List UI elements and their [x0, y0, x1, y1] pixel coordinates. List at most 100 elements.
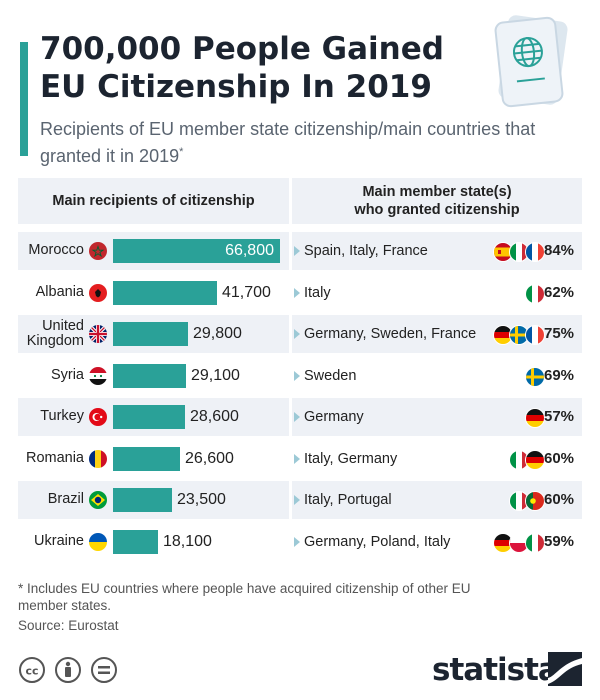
granting-header: Main member state(s) who granted citizen… — [292, 178, 582, 224]
passport-icon — [494, 15, 568, 108]
cc-icon[interactable]: cc — [19, 657, 45, 683]
uk-flag-icon — [89, 325, 107, 343]
france-flag-svg — [526, 326, 544, 344]
bar — [113, 529, 158, 554]
bar — [113, 239, 280, 263]
granting-states: Italy, Germany — [304, 450, 398, 467]
turkey-flag-icon — [89, 408, 107, 426]
country-label: Syria — [18, 367, 84, 383]
recipients-header: Main recipients of citizenship — [18, 178, 289, 224]
france-flag-icon — [525, 242, 545, 262]
turkey-flag-icon-svg — [89, 408, 107, 426]
brazil-flag-icon-svg — [89, 491, 107, 509]
bar-value-label: 28,600 — [190, 408, 239, 425]
svg-text:cc: cc — [25, 665, 38, 678]
germany-flag-icon — [525, 449, 545, 470]
morocco-flag-icon-svg — [89, 242, 107, 260]
germany-flag-svg — [494, 326, 512, 344]
subtitle-text: Recipients of EU member state citizenshi… — [40, 119, 536, 166]
country-label: Ukraine — [18, 533, 84, 549]
syria-flag-icon-svg — [89, 366, 107, 385]
country-label-line1: Albania — [35, 283, 84, 300]
bar-value-label: 41,700 — [222, 283, 271, 301]
bar — [113, 322, 188, 346]
uk-flag-icon-svg — [89, 325, 107, 343]
country-label-line1: Morocco — [28, 242, 84, 258]
spain-flag-icon — [493, 242, 513, 262]
granting-states: Italy, Portugal — [304, 492, 392, 508]
row-arrow-icon — [294, 370, 300, 381]
granting-states: Germany, Poland, Italy — [304, 533, 451, 550]
ukraine-flag-icon — [89, 532, 107, 551]
row-arrow-icon — [294, 495, 300, 505]
granting-states: Germany — [304, 409, 364, 425]
poland-flag-svg — [510, 533, 528, 552]
bar-value-label: 18,100 — [163, 532, 212, 550]
sweden-flag-svg — [510, 326, 528, 344]
italy-flag-svg — [526, 533, 544, 552]
country-label-line1: Brazil — [47, 491, 84, 507]
granting-share: 60% — [544, 491, 575, 508]
subtitle-footnote-mark: * — [179, 146, 184, 158]
albania-flag-icon-svg — [89, 283, 107, 302]
statista-logo-text[interactable]: statista — [432, 652, 559, 688]
brazil-flag-icon — [89, 491, 107, 509]
country-label-line1: Turkey — [40, 408, 84, 424]
morocco-flag-icon — [89, 242, 107, 260]
spain-flag-svg — [494, 243, 512, 261]
germany-flag-svg — [494, 533, 512, 552]
bar-value-label: 29,100 — [191, 366, 240, 384]
romania-flag-icon — [89, 449, 107, 468]
bar — [113, 446, 180, 471]
row-arrow-icon — [294, 536, 300, 547]
france-flag-svg — [526, 243, 544, 261]
subtitle: Recipients of EU member state citizenshi… — [40, 118, 560, 168]
attribution-icon[interactable] — [55, 657, 81, 683]
bar-value-label: 23,500 — [177, 491, 226, 508]
albania-flag-icon — [89, 283, 107, 302]
granting-share: 60% — [544, 449, 575, 467]
germany-flag-svg — [526, 409, 544, 427]
bar — [113, 405, 185, 429]
bar-value-label: 29,800 — [193, 325, 242, 342]
granting-header-line1: Main member state(s) — [362, 184, 512, 200]
country-label: United Kingdom — [18, 319, 84, 349]
granting-share: 69% — [544, 366, 575, 384]
portugal-flag-svg — [526, 492, 544, 510]
row-arrow-icon — [294, 412, 300, 422]
source-note: Source: Eurostat — [18, 618, 119, 633]
footnote: * Includes EU countries where people hav… — [18, 581, 471, 613]
granting-header-line2: who granted citizenship — [354, 202, 520, 218]
germany-flag-svg — [526, 450, 544, 469]
country-label-line2: Kingdom — [26, 333, 84, 349]
country-label: Turkey — [18, 409, 84, 424]
license-icons[interactable]: cc — [18, 656, 128, 684]
granting-states: Germany, Sweden, France — [304, 326, 477, 342]
bar-value-label: 66,800 — [225, 242, 274, 259]
italy-flag-icon — [525, 532, 545, 553]
statista-logo-icon[interactable] — [548, 652, 582, 686]
country-label: Morocco — [18, 243, 84, 258]
italy-flag-svg — [526, 284, 544, 303]
country-label: Albania — [18, 283, 84, 300]
granting-share: 75% — [544, 325, 575, 342]
sweden-flag-icon — [525, 366, 545, 387]
bar — [113, 488, 172, 512]
portugal-flag-icon — [525, 491, 545, 511]
granting-states: Sweden — [304, 367, 357, 384]
title-accent-bar — [20, 42, 28, 156]
syria-flag-icon — [89, 366, 107, 385]
bar — [113, 363, 186, 388]
row-arrow-icon — [294, 246, 300, 256]
granting-share: 62% — [544, 283, 575, 301]
ukraine-flag-icon-svg — [89, 532, 107, 551]
bar — [113, 280, 217, 305]
bar-value-label: 26,600 — [185, 449, 234, 467]
romania-flag-icon-svg — [89, 449, 107, 468]
germany-flag-icon — [525, 408, 545, 428]
page-title: 700,000 People Gained EU Citizenship In … — [40, 31, 444, 105]
granting-panel: Main member state(s) who granted citizen… — [292, 178, 582, 561]
no-derivatives-icon[interactable] — [91, 657, 117, 683]
row-arrow-icon — [294, 453, 300, 464]
row-arrow-icon — [294, 287, 300, 298]
